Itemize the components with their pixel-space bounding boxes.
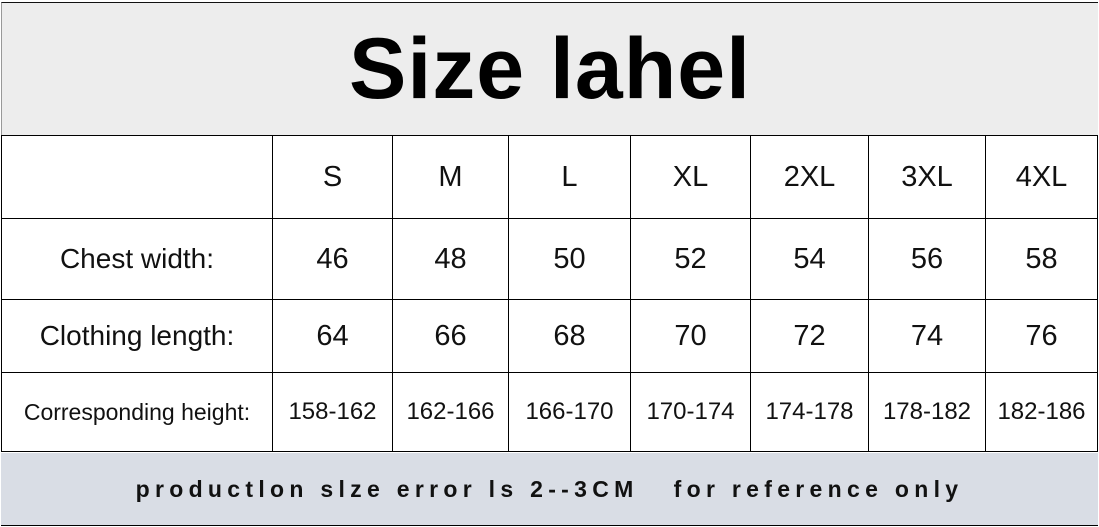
cell: 178-182 bbox=[868, 372, 986, 452]
row-label: Clothing length: bbox=[1, 299, 273, 373]
size-header: XL bbox=[630, 135, 751, 219]
cell: 170-174 bbox=[630, 372, 751, 452]
size-header: S bbox=[272, 135, 393, 219]
cell: 56 bbox=[868, 218, 986, 300]
table-row: Corresponding height: 158-162 162-166 16… bbox=[1, 372, 1098, 452]
cell: 46 bbox=[272, 218, 393, 300]
cell: 174-178 bbox=[750, 372, 869, 452]
cell: 166-170 bbox=[508, 372, 631, 452]
cell: 68 bbox=[508, 299, 631, 373]
cell: 74 bbox=[868, 299, 986, 373]
header-row: S M L XL 2XL 3XL 4XL bbox=[1, 135, 1098, 219]
cell: 48 bbox=[392, 218, 509, 300]
cell: 64 bbox=[272, 299, 393, 373]
cell: 54 bbox=[750, 218, 869, 300]
cell: 66 bbox=[392, 299, 509, 373]
size-header: L bbox=[508, 135, 631, 219]
row-label: Chest width: bbox=[1, 218, 273, 300]
cell: 58 bbox=[985, 218, 1098, 300]
cell: 162-166 bbox=[392, 372, 509, 452]
size-header: M bbox=[392, 135, 509, 219]
cell: 52 bbox=[630, 218, 751, 300]
chart-title: Size lahel bbox=[1, 2, 1098, 135]
size-header: 2XL bbox=[750, 135, 869, 219]
footer-note: productlon slze error ls 2--3CM for refe… bbox=[1, 453, 1098, 526]
size-header: 4XL bbox=[985, 135, 1098, 219]
cell: 70 bbox=[630, 299, 751, 373]
table-row: Clothing length: 64 66 68 70 72 74 76 bbox=[1, 299, 1098, 373]
size-header: 3XL bbox=[868, 135, 986, 219]
cell: 50 bbox=[508, 218, 631, 300]
cell: 76 bbox=[985, 299, 1098, 373]
cell: 72 bbox=[750, 299, 869, 373]
table-row: Chest width: 46 48 50 52 54 56 58 bbox=[1, 218, 1098, 300]
row-label: Corresponding height: bbox=[1, 372, 273, 452]
cell: 158-162 bbox=[272, 372, 393, 452]
corner-cell bbox=[1, 135, 273, 219]
size-table: S M L XL 2XL 3XL 4XL Chest width: 46 48 … bbox=[1, 135, 1098, 452]
cell: 182-186 bbox=[985, 372, 1098, 452]
